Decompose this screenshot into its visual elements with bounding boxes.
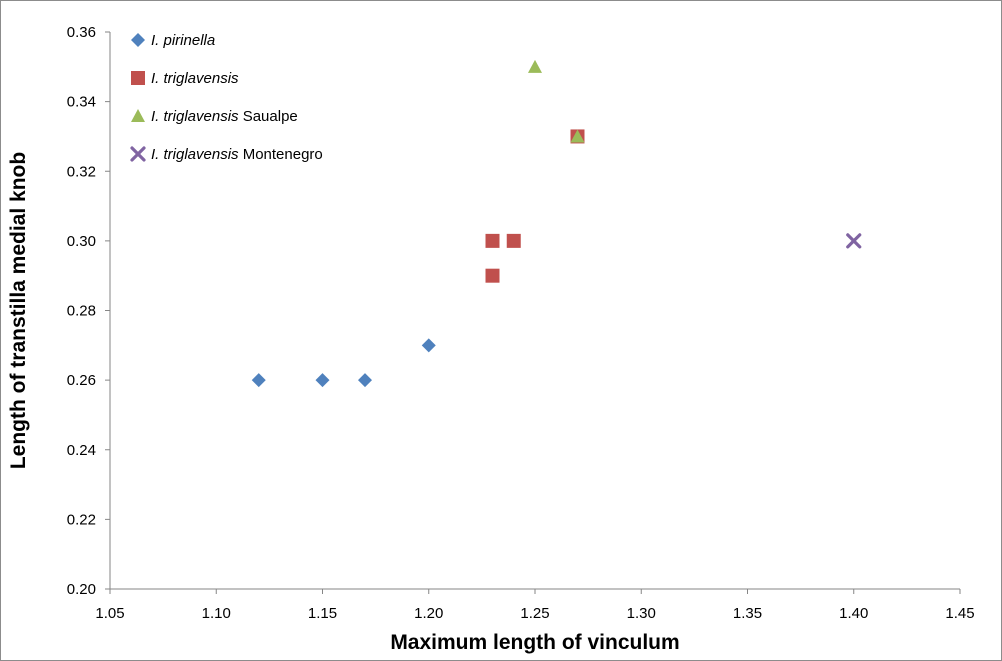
legend-label: I. triglavensis <box>151 70 239 87</box>
x-tick-label: 1.30 <box>627 605 656 622</box>
legend-locality-name: Saualpe <box>239 108 298 125</box>
x-tick-label: 1.05 <box>95 605 124 622</box>
y-tick-label: 0.28 <box>67 303 96 320</box>
x-axis-title: Maximum length of vinculum <box>390 631 679 654</box>
y-tick-label: 0.34 <box>67 94 96 111</box>
x-point <box>846 233 862 249</box>
y-axis-title: Length of transtilla medial knob <box>7 152 30 469</box>
data-points <box>251 59 862 388</box>
legend-species-name: I. pirinella <box>151 32 215 49</box>
y-tick-label: 0.30 <box>67 233 96 250</box>
y-tick-label: 0.36 <box>67 24 96 41</box>
y-tick-label: 0.22 <box>67 511 96 528</box>
x-tick-label: 1.25 <box>520 605 549 622</box>
legend-species-name: I. triglavensis <box>151 70 239 87</box>
legend-item: I. triglavensis Montenegro <box>130 146 323 163</box>
square-point <box>506 233 521 248</box>
legend-item: I. triglavensis Saualpe <box>131 108 298 125</box>
y-tick-label: 0.32 <box>67 163 96 180</box>
x-tick-label: 1.20 <box>414 605 443 622</box>
diamond-point <box>421 338 436 353</box>
x-tick-label: 1.40 <box>839 605 868 622</box>
diamond-point <box>251 373 266 388</box>
diamond-point <box>358 373 372 388</box>
x-tick-label: 1.10 <box>202 605 231 622</box>
square-point <box>485 233 500 248</box>
triangle-point <box>570 129 585 143</box>
legend-label: I. triglavensis Saualpe <box>151 108 298 125</box>
legend-item: I. triglavensis <box>131 70 239 87</box>
legend-diamond-icon <box>131 33 145 47</box>
x-tick-label: 1.45 <box>945 605 974 622</box>
legend-square-icon <box>131 71 145 85</box>
y-tick-label: 0.20 <box>67 581 96 598</box>
legend-x-icon <box>130 146 146 162</box>
square-point <box>485 268 500 283</box>
triangle-point <box>528 59 542 73</box>
legend-label: I. triglavensis Montenegro <box>151 146 323 163</box>
legend-label: I. pirinella <box>151 32 215 49</box>
x-tick-label: 1.35 <box>733 605 762 622</box>
y-tick-label: 0.26 <box>67 372 96 389</box>
legend-species-name: I. triglavensis <box>151 146 239 163</box>
y-axis-ticks: 0.20 0.22 0.24 0.26 0.28 0.30 0.32 0.34 0.36 <box>67 24 110 598</box>
legend-item: I. pirinella <box>131 32 215 49</box>
x-axis-ticks: 1.05 1.10 1.15 1.20 1.25 1.30 1.35 1.40 1.45 <box>95 589 975 622</box>
legend-triangle-icon <box>131 109 145 122</box>
y-tick-label: 0.24 <box>67 442 96 459</box>
diamond-point <box>315 373 330 388</box>
legend-locality-name: Montenegro <box>239 146 323 163</box>
legend-species-name: I. triglavensis <box>151 108 239 125</box>
x-tick-label: 1.15 <box>308 605 337 622</box>
